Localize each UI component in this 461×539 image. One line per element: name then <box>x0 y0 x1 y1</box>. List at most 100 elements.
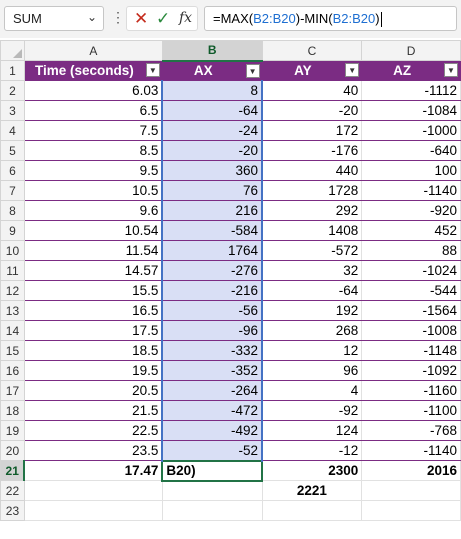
data-cell[interactable]: -492 <box>161 420 264 441</box>
data-cell[interactable]: 22.5 <box>23 420 163 441</box>
data-cell[interactable]: 76 <box>161 180 264 201</box>
data-cell[interactable]: 96 <box>261 360 363 381</box>
data-cell[interactable]: -1140 <box>361 440 461 461</box>
empty-cell[interactable] <box>161 480 263 501</box>
row-header[interactable]: 2 <box>0 80 25 101</box>
result-cell[interactable]: 2221 <box>261 480 363 501</box>
data-cell[interactable]: -1112 <box>361 80 461 101</box>
data-cell[interactable]: 23.5 <box>23 440 163 461</box>
data-cell[interactable]: 6.5 <box>23 100 163 121</box>
data-cell[interactable]: -52 <box>161 440 264 461</box>
data-cell[interactable]: -584 <box>161 220 264 241</box>
row-header[interactable]: 19 <box>0 420 25 441</box>
fx-icon[interactable]: fx <box>179 10 193 26</box>
data-cell[interactable]: -1084 <box>361 100 461 121</box>
data-cell[interactable]: -1140 <box>361 180 461 201</box>
row-header[interactable]: 16 <box>0 360 25 381</box>
active-cell[interactable]: B20) <box>161 459 264 482</box>
empty-cell[interactable] <box>161 500 263 521</box>
empty-cell[interactable] <box>261 500 363 521</box>
data-cell[interactable]: -216 <box>161 280 264 301</box>
row-header[interactable]: 12 <box>0 280 25 301</box>
more-options-icon[interactable]: ⋮ <box>111 9 125 25</box>
data-cell[interactable]: 172 <box>261 120 363 141</box>
data-cell[interactable]: 40 <box>261 80 363 101</box>
row-header[interactable]: 11 <box>0 260 25 281</box>
data-cell[interactable]: 4 <box>261 380 363 401</box>
row-header[interactable]: 10 <box>0 240 25 261</box>
data-cell[interactable]: 100 <box>361 160 461 181</box>
data-cell[interactable]: -56 <box>161 300 264 321</box>
formula-input[interactable]: =MAX(B2:B20)-MIN(B2:B20) <box>204 6 457 31</box>
total-cell[interactable]: 2300 <box>261 460 363 481</box>
data-cell[interactable]: 268 <box>261 320 363 341</box>
data-cell[interactable]: 8.5 <box>23 140 163 161</box>
data-cell[interactable]: 8 <box>161 80 264 101</box>
column-header-b[interactable]: B <box>161 40 263 62</box>
data-cell[interactable]: 216 <box>161 200 264 221</box>
data-cell[interactable]: 124 <box>261 420 363 441</box>
data-cell[interactable]: -640 <box>361 140 461 161</box>
data-cell[interactable]: -1160 <box>361 380 461 401</box>
data-cell[interactable]: 6.03 <box>23 80 163 101</box>
data-cell[interactable]: 360 <box>161 160 264 181</box>
row-header[interactable]: 20 <box>0 440 25 461</box>
data-cell[interactable]: -24 <box>161 120 264 141</box>
data-cell[interactable]: -544 <box>361 280 461 301</box>
empty-cell[interactable] <box>23 500 163 521</box>
data-cell[interactable]: 1764 <box>161 240 264 261</box>
total-cell[interactable]: 2016 <box>361 460 461 481</box>
column-header-c[interactable]: C <box>261 40 363 61</box>
total-cell[interactable]: 17.47 <box>23 460 163 481</box>
data-cell[interactable]: 32 <box>261 260 363 281</box>
data-cell[interactable]: 17.5 <box>23 320 163 341</box>
data-cell[interactable]: 15.5 <box>23 280 163 301</box>
data-cell[interactable]: 16.5 <box>23 300 163 321</box>
data-cell[interactable]: 11.54 <box>23 240 163 261</box>
data-cell[interactable]: -1000 <box>361 120 461 141</box>
data-cell[interactable]: 1408 <box>261 220 363 241</box>
row-header[interactable]: 5 <box>0 140 25 161</box>
row-header[interactable]: 13 <box>0 300 25 321</box>
empty-cell[interactable] <box>361 500 461 521</box>
filter-dropdown-icon[interactable]: ▼ <box>345 63 360 77</box>
filter-dropdown-icon[interactable]: ▼ <box>145 63 160 77</box>
name-box[interactable]: SUM ⌄ <box>4 6 104 31</box>
data-cell[interactable]: -920 <box>361 200 461 221</box>
column-header-d[interactable]: D <box>361 40 461 61</box>
data-cell[interactable]: 192 <box>261 300 363 321</box>
data-cell[interactable]: 10.5 <box>23 180 163 201</box>
data-cell[interactable]: 12 <box>261 340 363 361</box>
data-cell[interactable]: 452 <box>361 220 461 241</box>
table-header-cell[interactable]: AZ ▼ <box>361 60 461 81</box>
data-cell[interactable]: -572 <box>261 240 363 261</box>
data-cell[interactable]: 292 <box>261 200 363 221</box>
select-all-corner[interactable] <box>0 40 25 61</box>
data-cell[interactable]: -1564 <box>361 300 461 321</box>
row-header[interactable]: 1 <box>0 60 25 81</box>
data-cell[interactable]: -1008 <box>361 320 461 341</box>
data-cell[interactable]: -64 <box>161 100 264 121</box>
data-cell[interactable]: 19.5 <box>23 360 163 381</box>
column-header-a[interactable]: A <box>23 40 163 61</box>
row-header[interactable]: 8 <box>0 200 25 221</box>
cancel-icon[interactable]: ✕ <box>134 9 149 28</box>
empty-cell[interactable] <box>361 480 461 501</box>
data-cell[interactable]: -20 <box>261 100 363 121</box>
table-header-cell[interactable]: Time (seconds) ▼ <box>23 60 163 81</box>
data-cell[interactable]: -96 <box>161 320 264 341</box>
data-cell[interactable]: -1092 <box>361 360 461 381</box>
data-cell[interactable]: 7.5 <box>23 120 163 141</box>
data-cell[interactable]: 440 <box>261 160 363 181</box>
filter-dropdown-icon[interactable]: ▼ <box>444 63 458 77</box>
row-header[interactable]: 23 <box>0 500 25 521</box>
data-cell[interactable]: -352 <box>161 360 264 381</box>
data-cell[interactable]: -768 <box>361 420 461 441</box>
row-header[interactable]: 15 <box>0 340 25 361</box>
chevron-down-icon[interactable]: ⌄ <box>86 10 97 24</box>
data-cell[interactable]: -92 <box>261 400 363 421</box>
row-header[interactable]: 21 <box>0 460 26 481</box>
data-cell[interactable]: -264 <box>161 380 264 401</box>
data-cell[interactable]: -64 <box>261 280 363 301</box>
data-cell[interactable]: -276 <box>161 260 264 281</box>
